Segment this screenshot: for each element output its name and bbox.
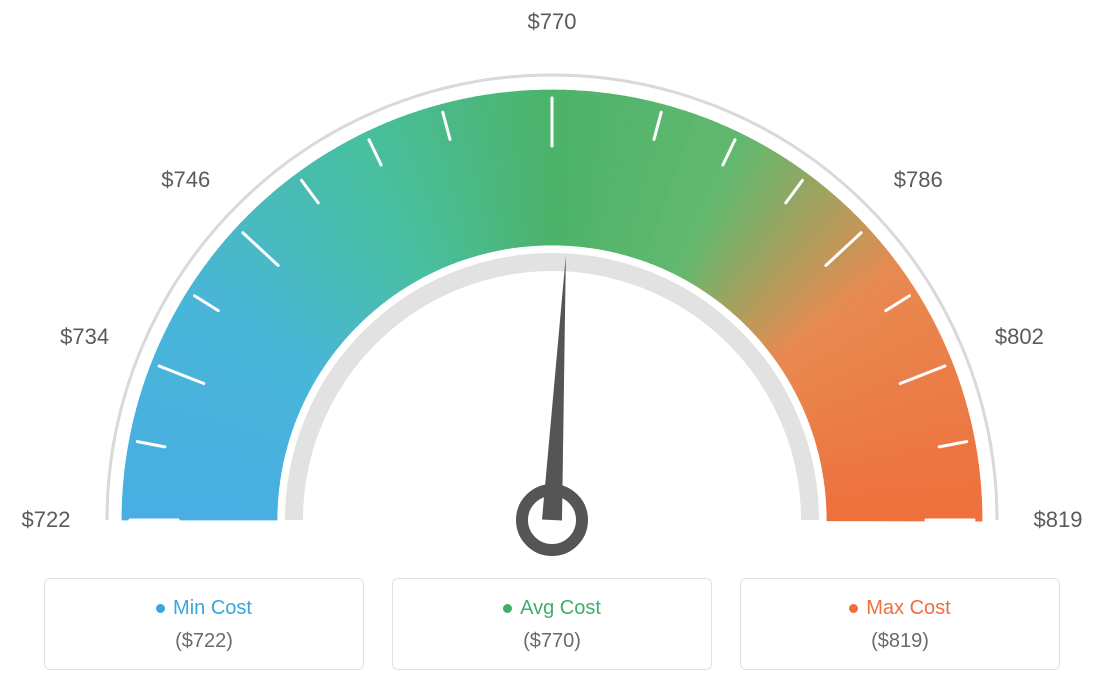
dot-icon xyxy=(156,604,165,613)
legend-avg-value: ($770) xyxy=(403,630,701,653)
gauge-tick-label: $746 xyxy=(161,167,210,193)
gauge-tick-label: $734 xyxy=(60,324,109,350)
legend-max-value: ($819) xyxy=(751,630,1049,653)
gauge-svg xyxy=(0,0,1104,560)
legend-max: Max Cost ($819) xyxy=(740,578,1060,670)
gauge-tick-label: $819 xyxy=(1034,507,1083,533)
dot-icon xyxy=(849,604,858,613)
dot-icon xyxy=(503,604,512,613)
gauge-tick-label: $722 xyxy=(22,507,71,533)
legend-min: Min Cost ($722) xyxy=(44,578,364,670)
gauge-chart: $722 $734 $746 $770 $786 $802 $819 xyxy=(0,0,1104,560)
legend-row: Min Cost ($722) Avg Cost ($770) Max Cost… xyxy=(0,578,1104,670)
legend-max-label: Max Cost xyxy=(866,597,950,620)
gauge-tick-label: $770 xyxy=(528,9,577,35)
legend-avg: Avg Cost ($770) xyxy=(392,578,712,670)
gauge-tick-label: $786 xyxy=(894,167,943,193)
legend-avg-title: Avg Cost xyxy=(503,597,601,620)
gauge-tick-label: $802 xyxy=(995,324,1044,350)
legend-max-title: Max Cost xyxy=(849,597,950,620)
legend-min-label: Min Cost xyxy=(173,597,252,620)
legend-min-title: Min Cost xyxy=(156,597,252,620)
legend-avg-label: Avg Cost xyxy=(520,597,601,620)
legend-min-value: ($722) xyxy=(55,630,353,653)
